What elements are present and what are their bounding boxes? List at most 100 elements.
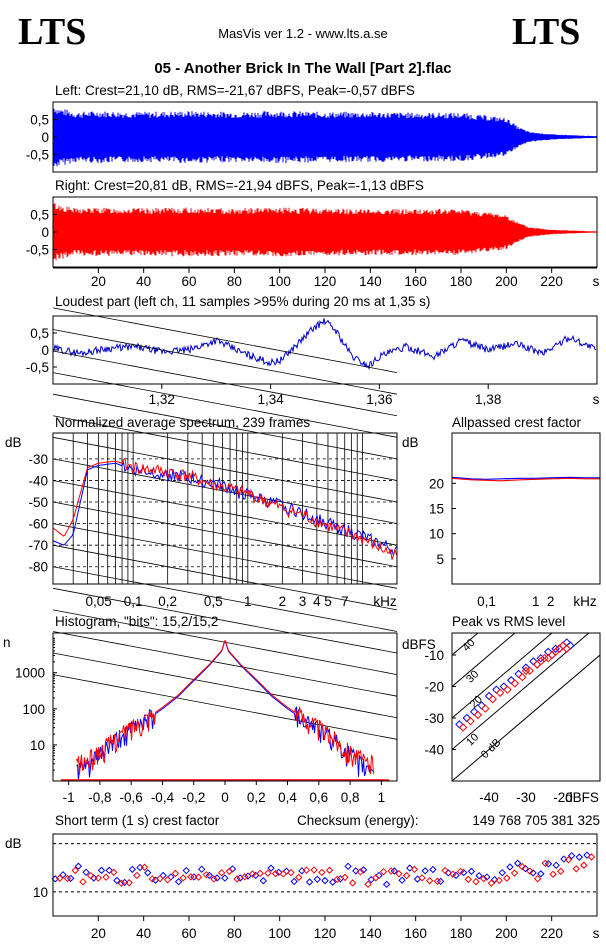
file-title: 05 - Another Brick In The Wall [Part 2].… <box>154 60 451 77</box>
logo-left: LTS <box>18 11 86 53</box>
crest-point-left <box>213 874 221 882</box>
crest-point-left <box>567 851 576 860</box>
crest-point-right <box>194 873 203 881</box>
peak-rms-xtick: -20 <box>553 790 573 805</box>
crest-point-right <box>518 862 526 871</box>
crest-point-left <box>290 877 298 886</box>
crest-point-right <box>472 877 480 886</box>
crest-point-right <box>63 874 72 883</box>
crest-point-left <box>544 860 553 868</box>
loudest-xtick: 1,32 <box>149 392 175 407</box>
peak-rms-title: Peak vs RMS level <box>452 614 565 629</box>
spectrum-slope-line <box>52 436 398 503</box>
crest-point-left <box>321 876 329 885</box>
crest-point-right <box>325 866 334 874</box>
spectrum-slope-line <box>52 566 398 632</box>
crest-xtick: 200 <box>495 926 518 941</box>
time-axis-tick: 120 <box>314 274 337 289</box>
loudest-ytick: -0,5 <box>26 360 49 375</box>
peak-rms-point-right <box>543 653 553 663</box>
peak-rms-xtick: -30 <box>516 790 536 805</box>
allpassed-line-right <box>451 477 600 482</box>
peak-rms-diagonal <box>452 633 590 751</box>
left-waveform-ytick: 0,5 <box>30 113 49 128</box>
crest-point-right <box>210 875 218 883</box>
crest-xunit: s <box>593 926 600 941</box>
peak-rms-point-left <box>558 641 568 650</box>
crest-point-right <box>379 867 388 876</box>
crest-point-left <box>228 865 237 873</box>
peak-rms-point-right <box>495 688 505 698</box>
spectrum-ytick: -80 <box>28 560 48 575</box>
time-axis-tick: 200 <box>495 274 518 289</box>
time-axis-tick: 220 <box>540 274 563 289</box>
peak-rms-point-left <box>551 644 560 653</box>
histogram-ytick: 1000 <box>15 666 45 681</box>
peak-rms-point-left <box>547 650 557 660</box>
plot-area: 0,50-0,50,50-0,520 40 60 80 100 120 140 160 180 2… <box>3 101 601 941</box>
crest-xtick: 20 <box>91 926 106 941</box>
crest-point-left <box>575 853 584 861</box>
crest-point-right <box>302 866 311 874</box>
crest-xtick: 120 <box>314 926 337 941</box>
crest-point-right <box>179 874 187 882</box>
spectrum-frame <box>52 432 398 585</box>
peak-rms-point-right <box>532 660 542 669</box>
histogram-title: Histogram, "bits": 15,2/15,2 <box>55 614 218 629</box>
crest-point-right <box>348 879 357 887</box>
crest-point-right <box>387 867 395 875</box>
crest-point-left <box>167 873 175 881</box>
crest-point-left <box>352 867 360 875</box>
allpassed-ytick: 20 <box>429 476 444 491</box>
checksum-label: Checksum (energy): <box>297 813 419 828</box>
crest-point-right <box>79 878 87 886</box>
crest-point-left <box>429 865 437 874</box>
peak-rms-point-right <box>536 657 546 666</box>
spectrum-xtick: 0,5 <box>204 594 223 609</box>
peak-rms-point-left <box>514 669 523 679</box>
loudest-part-line <box>53 318 597 371</box>
crest-point-right <box>117 879 126 888</box>
crest-point-right <box>395 870 403 878</box>
spectrum-xtick: 0,05 <box>85 594 111 609</box>
crest-point-right <box>225 867 234 875</box>
spectrum-ytick: -40 <box>28 473 48 488</box>
crest-point-left <box>82 868 90 877</box>
crest-point-left <box>583 851 591 859</box>
peak-rms-xtick: -40 <box>479 790 499 805</box>
crest-point-right <box>102 873 110 881</box>
spectrum-slope-line <box>52 372 398 438</box>
allpassed-xtick: 2 <box>547 594 555 609</box>
time-axis-tick: 160 <box>404 274 427 289</box>
peak-rms-xlabel: dBFS <box>565 790 599 805</box>
spectrum-slope-line <box>52 329 398 395</box>
peak-rms-point-right <box>488 694 497 704</box>
histogram-xtick: -0,4 <box>151 790 175 805</box>
crest-point-left <box>475 872 483 880</box>
histogram-xtick: 0 <box>221 790 229 805</box>
histogram-xtick: -1 <box>63 790 75 805</box>
crest-point-right <box>549 870 557 878</box>
peak-rms-ytick: -20 <box>424 680 444 695</box>
crest-point-right <box>233 875 241 883</box>
loudest-xtick: 1,36 <box>366 392 392 407</box>
left-waveform-ytick: -0,5 <box>26 148 49 163</box>
crest-point-left <box>128 865 137 874</box>
time-axis-tick: 140 <box>359 274 382 289</box>
spectrum-slope-line <box>52 587 398 654</box>
peak-rms-point-right <box>547 650 557 660</box>
crest-point-right <box>541 859 550 867</box>
loudest-ytick: 0 <box>41 343 49 358</box>
spectrum-line-right <box>53 457 397 560</box>
crest-point-left <box>328 878 337 886</box>
crest-point-left <box>467 867 476 876</box>
crest-point-right <box>171 869 180 878</box>
crest-point-right <box>148 875 156 883</box>
histogram-xtick: 0,6 <box>309 790 328 805</box>
crest-point-left <box>406 864 414 872</box>
peak-rms-point-left <box>529 657 538 666</box>
left-waveform-ytick: 0 <box>41 130 49 145</box>
allpassed-ytick: 10 <box>429 527 444 542</box>
loudest-xunit: s <box>593 392 600 407</box>
crest-point-right <box>264 869 272 877</box>
